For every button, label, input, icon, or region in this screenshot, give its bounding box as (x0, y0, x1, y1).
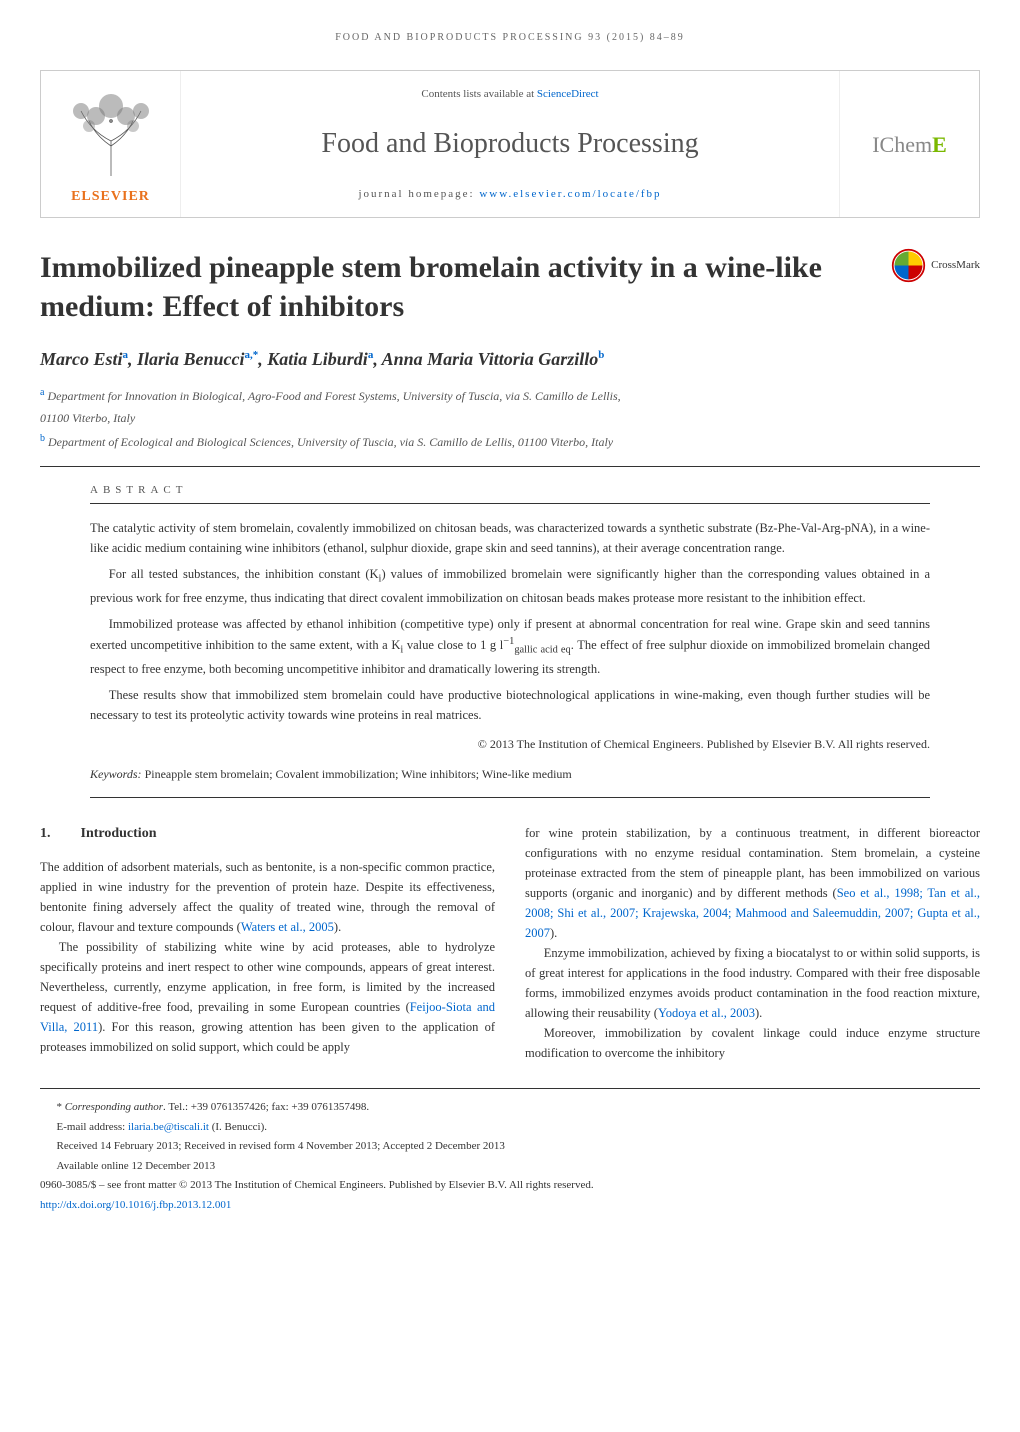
corresponding-author: * Corresponding author. Tel.: +39 076135… (40, 1099, 980, 1116)
doi-link[interactable]: http://dx.doi.org/10.1016/j.fbp.2013.12.… (40, 1199, 231, 1211)
body-right-p2: Enzyme immobilization, achieved by fixin… (525, 943, 980, 1023)
abstract-p4: These results show that immobilized stem… (90, 685, 930, 725)
footer: * Corresponding author. Tel.: +39 076135… (40, 1088, 980, 1213)
section-title: Introduction (81, 823, 157, 845)
icheme-logo: IChemE (839, 71, 979, 217)
abstract-text: The catalytic activity of stem bromelain… (90, 518, 930, 726)
article-title: Immobilized pineapple stem bromelain act… (40, 248, 871, 326)
contents-text: Contents lists available at (421, 88, 536, 100)
section-number: 1. (40, 823, 51, 845)
abstract-divider-bottom (90, 797, 930, 798)
keywords-label: Keywords: (90, 767, 142, 781)
abstract-divider-top (90, 503, 930, 504)
body-columns: 1. Introduction The addition of adsorben… (40, 823, 980, 1063)
abstract-p2: For all tested substances, the inhibitio… (90, 564, 930, 608)
affiliation-a-line2: 01100 Viterbo, Italy (40, 409, 980, 427)
available-line: Available online 12 December 2013 (40, 1158, 980, 1175)
left-column: 1. Introduction The addition of adsorben… (40, 823, 495, 1063)
elsevier-tree-icon (61, 81, 161, 181)
keywords-line: Keywords: Pineapple stem bromelain; Cova… (90, 765, 930, 783)
homepage-link[interactable]: www.elsevier.com/locate/fbp (479, 188, 661, 200)
journal-name: Food and Bioproducts Processing (201, 123, 819, 165)
journal-header-box: ELSEVIER Contents lists available at Sci… (40, 70, 980, 218)
section-1-heading: 1. Introduction (40, 823, 495, 845)
homepage-label: journal homepage: (358, 188, 479, 200)
crossmark-badge[interactable]: CrossMark (891, 248, 980, 283)
email-link[interactable]: ilaria.be@tiscali.it (128, 1121, 209, 1133)
doi-line: http://dx.doi.org/10.1016/j.fbp.2013.12.… (40, 1197, 980, 1214)
affiliation-a: a Department for Innovation in Biologica… (40, 385, 980, 405)
journal-homepage-line: journal homepage: www.elsevier.com/locat… (201, 186, 819, 203)
affiliation-b: b Department of Ecological and Biologica… (40, 431, 980, 451)
icheme-prefix: IChem (872, 132, 932, 157)
body-right-p3: Moreover, immobilization by covalent lin… (525, 1023, 980, 1063)
journal-center: Contents lists available at ScienceDirec… (181, 71, 839, 217)
abstract-copyright: © 2013 The Institution of Chemical Engin… (90, 735, 930, 753)
keywords-text: Pineapple stem bromelain; Covalent immob… (145, 767, 572, 781)
right-column: for wine protein stabilization, by a con… (525, 823, 980, 1063)
abstract-p3: Immobilized protease was affected by eth… (90, 614, 930, 679)
email-line: E-mail address: ilaria.be@tiscali.it (I.… (40, 1119, 980, 1136)
running-header: FOOD AND BIOPRODUCTS PROCESSING 93 (2015… (40, 30, 980, 45)
body-right-p1: for wine protein stabilization, by a con… (525, 823, 980, 943)
issn-line: 0960-3085/$ – see front matter © 2013 Th… (40, 1177, 980, 1194)
abstract-section: ABSTRACT The catalytic activity of stem … (40, 482, 980, 798)
email-label: E-mail address: (57, 1121, 128, 1133)
elsevier-logo: ELSEVIER (41, 71, 181, 217)
crossmark-icon (891, 248, 926, 283)
divider-top (40, 466, 980, 467)
received-line: Received 14 February 2013; Received in r… (40, 1138, 980, 1155)
icheme-suffix: E (932, 132, 947, 157)
crossmark-label: CrossMark (931, 257, 980, 274)
elsevier-brand-text: ELSEVIER (71, 186, 150, 207)
affiliations-block: a Department for Innovation in Biologica… (40, 385, 980, 451)
title-row: Immobilized pineapple stem bromelain act… (40, 248, 980, 326)
body-left-p2: The possibility of stabilizing white win… (40, 937, 495, 1057)
abstract-p1: The catalytic activity of stem bromelain… (90, 518, 930, 558)
abstract-label: ABSTRACT (90, 482, 930, 499)
sciencedirect-link[interactable]: ScienceDirect (537, 88, 599, 100)
email-attribution: (I. Benucci). (209, 1121, 267, 1133)
body-left-p1: The addition of adsorbent materials, suc… (40, 857, 495, 937)
icheme-text: IChemE (872, 128, 947, 161)
authors-line: Marco Estia, Ilaria Benuccia,*, Katia Li… (40, 346, 980, 373)
contents-lists-line: Contents lists available at ScienceDirec… (201, 86, 819, 103)
